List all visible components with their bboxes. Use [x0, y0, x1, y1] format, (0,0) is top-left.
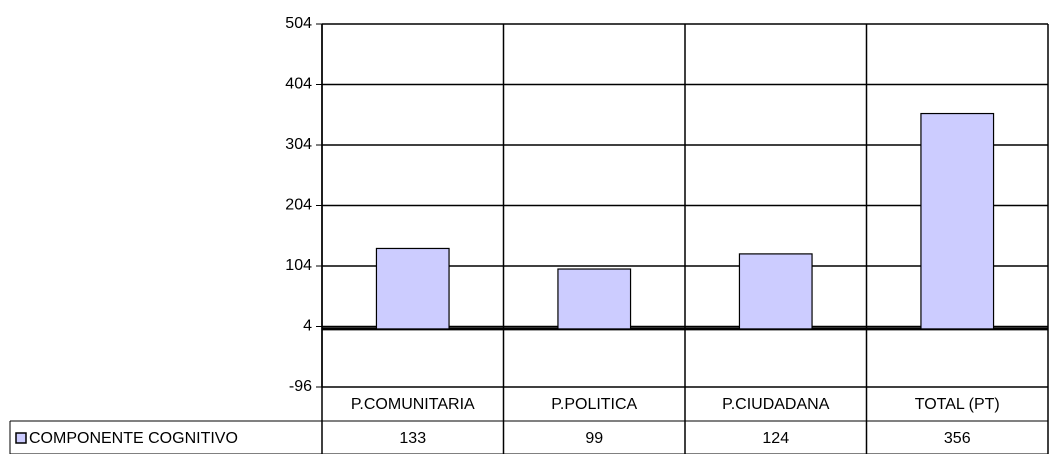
bar — [557, 268, 632, 330]
y-tick-label: 4 — [303, 318, 312, 335]
y-tick-label: -96 — [289, 378, 312, 395]
bar — [920, 112, 995, 330]
y-tick-label: 104 — [285, 257, 312, 274]
y-tick-label: 204 — [285, 197, 312, 214]
x-tick-label: P.CIUDADANA — [722, 396, 830, 413]
bar — [738, 253, 813, 330]
x-tick-label: TOTAL (PT) — [915, 396, 1000, 413]
x-tick-label: P.COMUNITARIA — [351, 396, 475, 413]
y-tick-label: 504 — [285, 15, 312, 32]
table-value: 356 — [944, 430, 971, 447]
table-value: 124 — [762, 430, 789, 447]
legend-label: COMPONENTE COGNITIVO — [29, 430, 238, 447]
x-tick-label: P.POLITICA — [551, 396, 637, 413]
y-tick-label: 404 — [285, 76, 312, 93]
table-value: 99 — [585, 430, 603, 447]
legend-key — [15, 432, 27, 444]
y-tick-label: 304 — [285, 136, 312, 153]
bar — [375, 247, 450, 330]
table-value: 133 — [399, 430, 426, 447]
